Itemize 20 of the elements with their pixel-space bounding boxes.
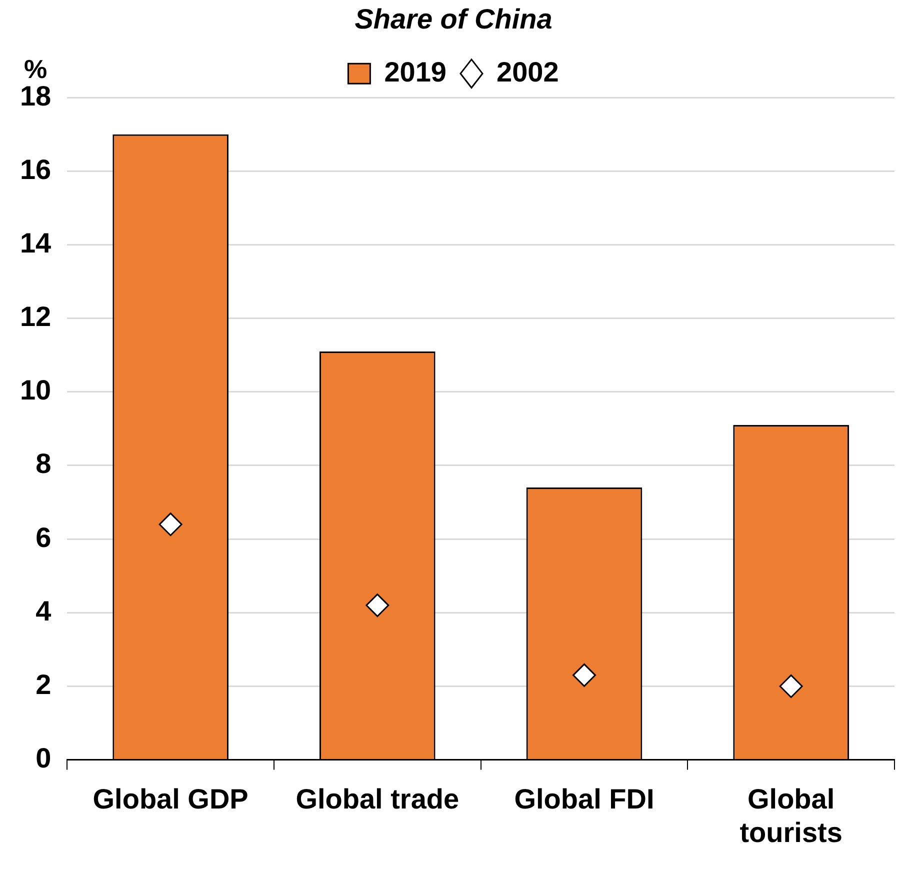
point <box>572 663 596 687</box>
y-tick-label: 14 <box>20 227 52 258</box>
x-tick-label: Global trade <box>296 783 460 814</box>
x-tick-label: Global GDP <box>92 783 248 814</box>
y-tick-label: 8 <box>36 448 52 480</box>
y-tick-label: 16 <box>20 154 52 185</box>
x-tick-label: Global FDI <box>514 783 654 814</box>
y-tick-label: 2 <box>36 668 52 700</box>
y-tick-label: 6 <box>36 522 52 553</box>
y-tick-label: 12 <box>20 301 52 332</box>
y-tick-label: 4 <box>36 595 52 626</box>
y-tick-label: 0 <box>36 742 52 774</box>
legend-label: 2019 <box>384 56 447 88</box>
point <box>779 674 803 698</box>
point <box>366 594 390 618</box>
x-tick-label: Global tourists <box>740 783 842 848</box>
legend-label: 2002 <box>496 56 559 88</box>
chart-title: Share of China <box>354 4 552 35</box>
y-tick-label: 10 <box>20 374 52 406</box>
point <box>158 512 182 536</box>
